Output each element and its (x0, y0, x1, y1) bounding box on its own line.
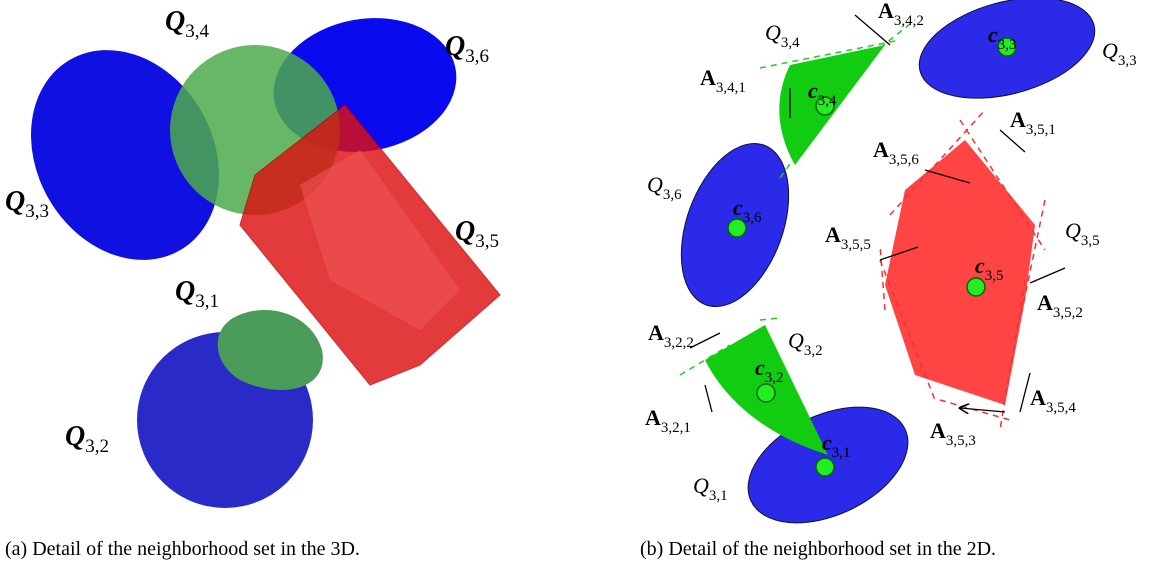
label-main: A (1037, 290, 1053, 315)
label-main: Q (165, 6, 185, 37)
label: Q3,5 (1065, 218, 1100, 249)
label: Q3,1 (693, 473, 728, 504)
label-main: A (648, 320, 664, 345)
label-sub: 3,5,3 (946, 433, 976, 449)
label-main: Q (445, 31, 465, 62)
label-main: Q (175, 276, 195, 307)
label-sub: 3,5 (1081, 233, 1100, 249)
label-sub: 3,4,2 (894, 13, 924, 29)
label: Q3,5 (455, 216, 499, 252)
label-sub: 3,4 (818, 93, 837, 109)
label-main: Q (693, 473, 709, 498)
label-main: Q (65, 421, 85, 452)
label: Q3,3 (1102, 38, 1137, 69)
label: Q3,2 (65, 421, 109, 457)
label-sub: 3,5 (475, 231, 499, 252)
label-main: c (808, 78, 818, 103)
label: A3,5,2 (1037, 290, 1083, 321)
label-main: c (988, 22, 998, 47)
label: A3,5,1 (1010, 107, 1056, 138)
label: Q3,6 (445, 31, 489, 67)
label: Q3,6 (647, 172, 682, 203)
label: A3,4,2 (878, 0, 924, 29)
label-sub: 3,6 (663, 187, 682, 203)
label-main: A (700, 65, 716, 90)
label-sub: 3,3 (1118, 53, 1137, 69)
label-main: c (975, 253, 985, 278)
label-sub: 3,5,6 (889, 152, 919, 168)
label-sub: 3,5,4 (1046, 400, 1076, 416)
label-sub: 3,5 (985, 268, 1004, 284)
label-main: A (1010, 107, 1026, 132)
label-sub: 3,6 (465, 46, 489, 67)
label-main: A (873, 137, 889, 162)
label-sub: 3,5,2 (1053, 305, 1083, 321)
label: A3,2,2 (648, 320, 694, 351)
label-sub: 3,3 (998, 37, 1017, 53)
figure: (a) Detail of the neighborhood set in th… (0, 0, 1161, 575)
label-main: Q (788, 328, 804, 353)
label-main: Q (1102, 38, 1118, 63)
label: A3,5,5 (825, 222, 871, 253)
label-sub: 3,2 (85, 436, 109, 457)
caption: (b) Detail of the neighborhood set in th… (640, 538, 996, 560)
label-main: A (825, 222, 841, 247)
label-main: A (930, 418, 946, 443)
label-main: c (822, 430, 832, 455)
label-sub: 3,5,1 (1026, 122, 1056, 138)
label-sub: 3,5,5 (841, 237, 871, 253)
label-sub: 3,1 (709, 488, 728, 504)
label-main: A (645, 405, 661, 430)
label: A3,2,1 (645, 405, 691, 436)
label: A3,5,3 (930, 418, 976, 449)
label-main: Q (765, 20, 781, 45)
label-main: c (755, 355, 765, 380)
label: Q3,4 (165, 6, 210, 42)
label: A3,4,1 (700, 65, 746, 96)
label: A3,5,4 (1030, 385, 1076, 416)
label-main: Q (5, 186, 25, 217)
label: Q3,4 (765, 20, 800, 51)
label-sub: 3,2,1 (661, 420, 691, 436)
label-sub: 3,4,1 (716, 80, 746, 96)
label: Q3,2 (788, 328, 823, 359)
label: A3,5,6 (873, 137, 919, 168)
label-sub: 3,2,2 (664, 335, 694, 351)
caption: (a) Detail of the neighborhood set in th… (5, 538, 360, 560)
label-main: c (733, 195, 743, 220)
label-main: A (1030, 385, 1046, 410)
label-sub: 3,4 (781, 35, 800, 51)
label-main: Q (1065, 218, 1081, 243)
label: Q3,1 (175, 276, 219, 312)
label-sub: 3,2 (765, 370, 784, 386)
label-sub: 3,2 (804, 343, 823, 359)
label-sub: 3,1 (832, 445, 851, 461)
label-main: Q (455, 216, 475, 247)
label-main: A (878, 0, 894, 23)
label-sub: 3,6 (743, 210, 762, 226)
label-sub: 3,1 (195, 291, 219, 312)
label-main: Q (647, 172, 663, 197)
ellipse (908, 0, 1106, 116)
label-sub: 3,4 (185, 21, 209, 42)
label-sub: 3,3 (25, 201, 49, 222)
label: Q3,3 (5, 186, 49, 222)
